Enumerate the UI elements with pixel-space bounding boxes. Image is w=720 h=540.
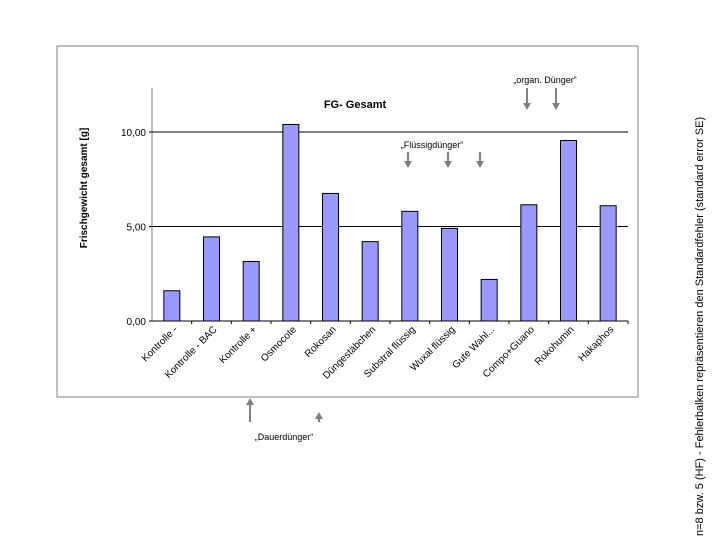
bar bbox=[282, 123, 300, 322]
annotation-arrow-head bbox=[523, 103, 531, 110]
chart-title: FG- Gesamt bbox=[324, 99, 387, 111]
annotation-arrow-head bbox=[476, 161, 484, 168]
annotation-arrow-head bbox=[246, 398, 254, 405]
outer-frame bbox=[56, 45, 639, 398]
annotation-arrow-head bbox=[444, 161, 452, 168]
annotation-arrow-head bbox=[552, 103, 560, 110]
y-tick-label: 0,00 bbox=[127, 317, 147, 328]
y-tick-label: 10,00 bbox=[121, 128, 146, 139]
side-note: n=8 bzw. 5 (HF) - Fehlerbalken repräsent… bbox=[694, 116, 706, 536]
annotation-arrow-head bbox=[315, 412, 323, 419]
bar bbox=[203, 236, 220, 322]
bar bbox=[242, 260, 260, 322]
bar bbox=[520, 204, 538, 322]
bar bbox=[441, 227, 458, 322]
annotation-liquid: „Flüssigdünger“ bbox=[401, 140, 464, 150]
bar bbox=[480, 278, 498, 322]
bar bbox=[163, 290, 181, 322]
bar bbox=[599, 205, 617, 322]
y-tick-label: 5,00 bbox=[127, 223, 147, 234]
y-axis-label: Frischgewicht gesamt [g] bbox=[79, 128, 90, 249]
annotation-arrow-head bbox=[404, 161, 412, 168]
annotation-organic: „organ. Dünger“ bbox=[513, 75, 577, 85]
bar bbox=[401, 210, 419, 322]
bar bbox=[560, 140, 577, 322]
annotation-slow-release: „Dauerdünger“ bbox=[255, 432, 314, 442]
bar bbox=[361, 241, 379, 322]
bar bbox=[322, 192, 339, 322]
